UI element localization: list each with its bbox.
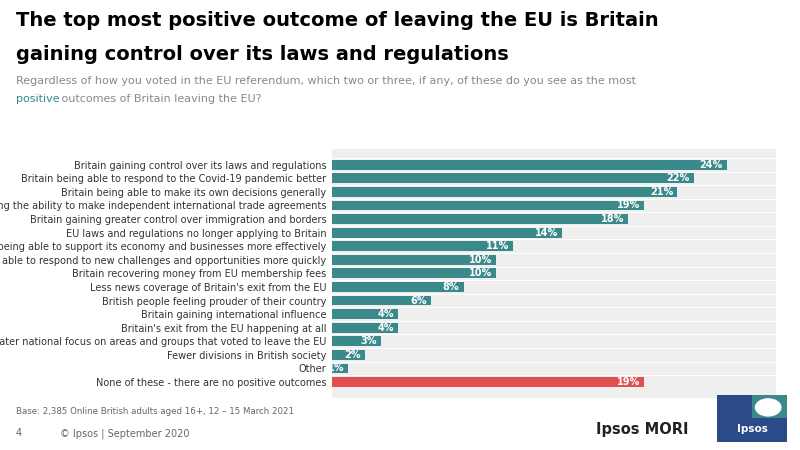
Text: outcomes of Britain leaving the EU?: outcomes of Britain leaving the EU? — [58, 94, 262, 104]
Bar — [332, 350, 365, 360]
Bar — [332, 241, 513, 251]
Text: 10%: 10% — [469, 255, 492, 265]
Text: Regardless of how you voted in the EU referendum, which two or three, if any, of: Regardless of how you voted in the EU re… — [16, 76, 636, 86]
Text: 19%: 19% — [617, 201, 640, 211]
Bar — [332, 309, 398, 319]
Bar — [332, 269, 497, 278]
Text: 14%: 14% — [535, 228, 558, 238]
Bar — [332, 323, 398, 333]
Text: 21%: 21% — [650, 187, 674, 197]
Text: 10%: 10% — [469, 268, 492, 279]
Bar — [332, 282, 463, 292]
Text: 11%: 11% — [486, 241, 509, 251]
Circle shape — [755, 399, 781, 416]
Bar — [332, 201, 645, 210]
Bar — [332, 160, 726, 170]
Text: 18%: 18% — [601, 214, 624, 224]
Text: Ipsos MORI: Ipsos MORI — [596, 422, 689, 437]
Text: positive: positive — [16, 94, 60, 104]
Text: Base: 2,385 Online British adults aged 16+, 12 – 15 March 2021: Base: 2,385 Online British adults aged 1… — [16, 407, 294, 416]
Bar — [332, 255, 497, 265]
Text: 2%: 2% — [344, 350, 361, 360]
Text: 1%: 1% — [328, 364, 344, 374]
Bar — [332, 337, 382, 346]
Text: 24%: 24% — [699, 160, 722, 170]
Bar — [332, 228, 562, 238]
Text: gaining control over its laws and regulations: gaining control over its laws and regula… — [16, 45, 509, 64]
Text: 3%: 3% — [361, 336, 378, 346]
Bar — [332, 296, 430, 306]
Text: 4%: 4% — [377, 309, 394, 319]
Text: 6%: 6% — [410, 296, 426, 306]
Text: 4: 4 — [16, 428, 22, 438]
FancyBboxPatch shape — [752, 395, 787, 418]
Bar — [332, 214, 628, 224]
Text: Ipsos: Ipsos — [737, 423, 767, 434]
Text: 19%: 19% — [617, 377, 640, 387]
Text: © Ipsos | September 2020: © Ipsos | September 2020 — [60, 428, 190, 439]
Text: 22%: 22% — [666, 173, 690, 183]
Text: 8%: 8% — [443, 282, 459, 292]
Bar — [332, 187, 678, 197]
Bar — [332, 364, 349, 374]
Text: The top most positive outcome of leaving the EU is Britain: The top most positive outcome of leaving… — [16, 11, 658, 30]
Text: 4%: 4% — [377, 323, 394, 333]
Bar — [332, 173, 694, 183]
Bar — [332, 377, 645, 387]
